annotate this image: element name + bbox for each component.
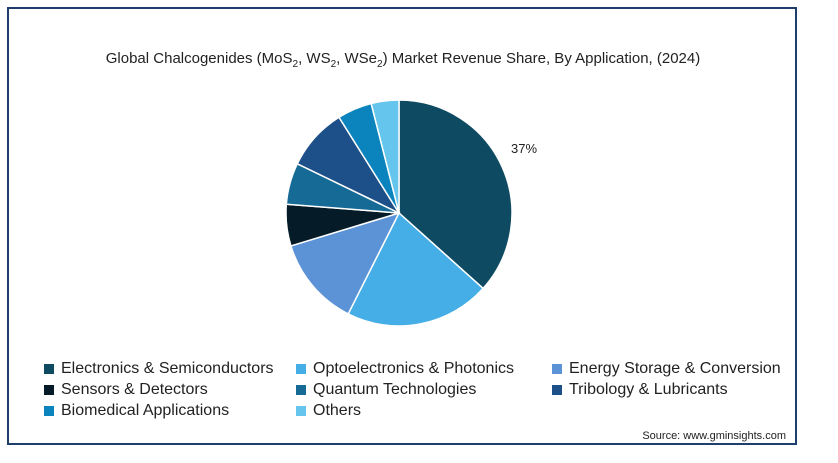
source-note: Source: www.gminsights.com <box>642 430 786 442</box>
legend-item-optoelectronics-photonics: Optoelectronics & Photonics <box>296 360 514 378</box>
legend-item-tribology-lubricants: Tribology & Lubricants <box>552 381 728 399</box>
legend-label: Optoelectronics & Photonics <box>313 360 514 377</box>
legend-item-electronics-semiconductors: Electronics & Semiconductors <box>44 360 274 378</box>
legend-label: Others <box>313 402 362 419</box>
legend-label: Energy Storage & Conversion <box>569 360 781 377</box>
legend-item-others: Others <box>296 402 361 420</box>
legend-label: Tribology & Lubricants <box>569 381 728 398</box>
legend-item-biomedical-applications: Biomedical Applications <box>44 402 229 420</box>
legend-swatch <box>552 364 562 374</box>
legend-item-sensors-detectors: Sensors & Detectors <box>44 381 208 399</box>
legend-swatch <box>44 406 54 416</box>
pie-slice-others <box>370 99 400 214</box>
legend-swatch <box>296 406 306 416</box>
legend-label: Sensors & Detectors <box>61 381 208 398</box>
legend-label: Quantum Technologies <box>313 381 477 398</box>
legend-swatch <box>44 385 54 395</box>
legend-item-energy-storage-conversion: Energy Storage & Conversion <box>552 360 781 378</box>
legend-swatch <box>296 385 306 395</box>
pie-slice-electronics-semiconductors <box>398 99 513 290</box>
legend-swatch <box>296 364 306 374</box>
legend-label: Biomedical Applications <box>61 402 230 419</box>
legend-item-quantum-technologies: Quantum Technologies <box>296 381 476 399</box>
legend-label: Electronics & Semiconductors <box>61 360 274 377</box>
legend-swatch <box>44 364 54 374</box>
legend-swatch <box>552 385 562 395</box>
chart-title: Global Chalcogenides (MoS2, WS2, WSe2) M… <box>105 50 701 70</box>
pie-slice-optoelectronics-photonics <box>347 211 485 327</box>
data-label-electronics: 37% <box>511 141 537 156</box>
